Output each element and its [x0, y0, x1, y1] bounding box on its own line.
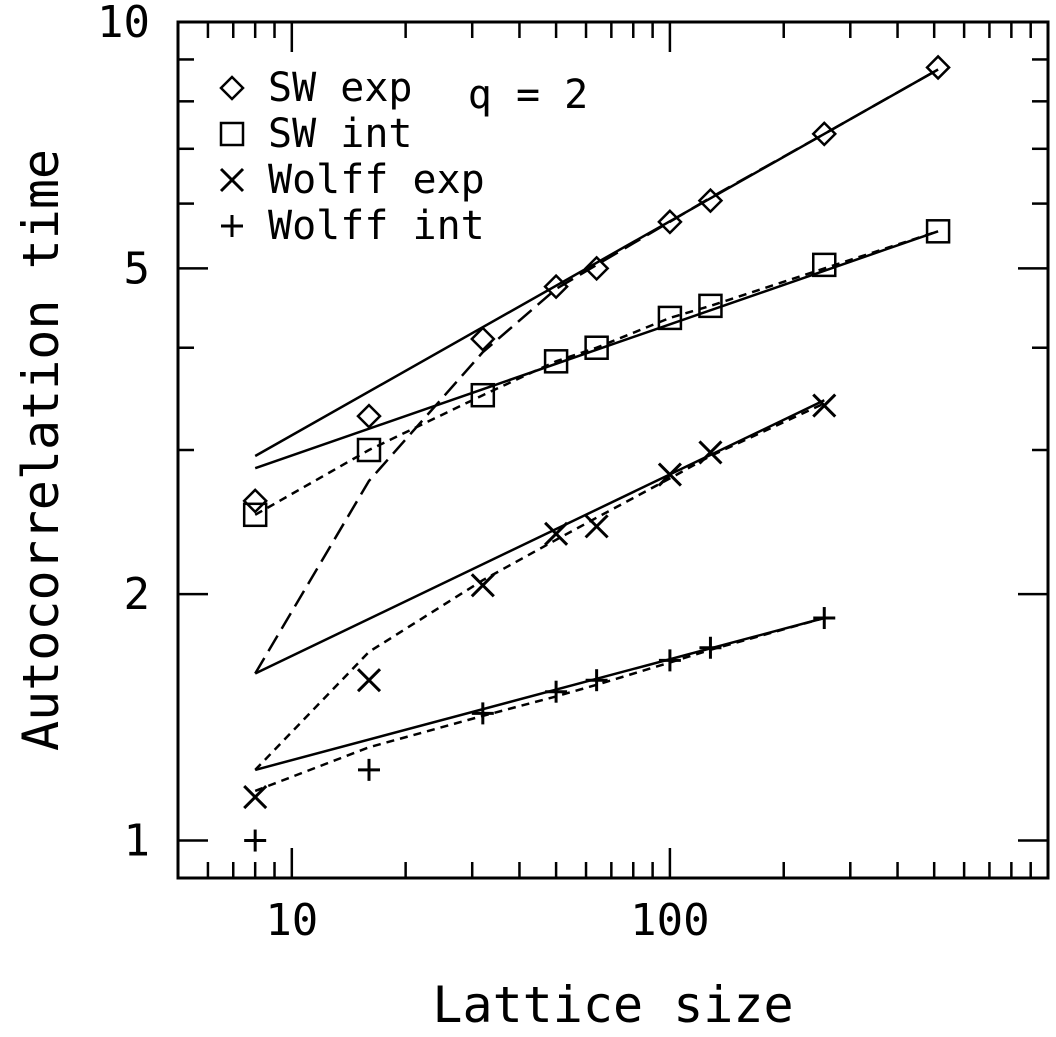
legend-label-sw-exp: SW exp — [268, 65, 413, 111]
sw-exp-point — [356, 403, 382, 429]
wolff-int-point — [585, 669, 608, 692]
y-axis-title: Autocorrelation time — [12, 149, 70, 751]
sw-int-point — [543, 349, 569, 374]
cross-stroke — [219, 167, 245, 193]
y-tick-label: 2 — [124, 569, 151, 620]
sw-exp-point — [543, 273, 569, 300]
cross-stroke — [584, 514, 609, 539]
wolff-exp-point — [544, 521, 569, 546]
sw-exp-solid-fit — [254, 68, 939, 458]
wolff-int-point — [357, 758, 380, 781]
wolff-exp-point — [657, 462, 682, 487]
wolff-exp-point — [356, 668, 382, 693]
y-tick-label: 10 — [97, 0, 150, 48]
legend-marker-wolff-int — [221, 215, 243, 237]
sw-int-point — [698, 293, 723, 319]
legend-marker-sw-exp — [219, 75, 245, 101]
legend-label-sw-int: SW int — [268, 111, 413, 157]
y-tick-label: 1 — [124, 816, 151, 867]
wolff-exp-solid-fit — [254, 399, 825, 675]
legend-label-wolff-int: Wolff int — [268, 203, 485, 249]
sw-exp-point — [657, 209, 683, 235]
wolff-exp-dashed-fit — [254, 402, 825, 771]
axis-ticks — [176, 20, 1048, 880]
sw-exp-point — [697, 187, 724, 214]
wolff-int-point — [699, 636, 722, 659]
sw-exp-point — [925, 54, 951, 81]
cross-stroke — [657, 462, 682, 487]
sw-exp-point — [242, 488, 268, 514]
y-tick-label: 5 — [124, 243, 151, 294]
x-axis-title: Lattice size — [432, 976, 793, 1034]
sw-exp-point — [811, 121, 838, 147]
sw-int-point — [925, 219, 951, 244]
sw-exp-point — [583, 255, 610, 282]
legend-marker-sw-int — [219, 121, 245, 147]
data-points — [242, 54, 951, 852]
wolff-int-point — [471, 702, 494, 725]
wolff-exp-point — [812, 393, 837, 418]
wolff-int-point — [813, 607, 836, 630]
wolff-int-point — [545, 680, 568, 703]
legend-marker-wolff-exp — [219, 167, 245, 193]
sw-int-point — [812, 252, 837, 278]
cross-stroke — [470, 573, 495, 598]
cross-stroke — [356, 668, 382, 693]
wolff-exp-point — [470, 573, 495, 598]
cross-stroke — [243, 785, 268, 810]
x-tick-label: 100 — [630, 895, 709, 946]
cross-stroke — [698, 440, 723, 465]
cross-stroke — [544, 521, 569, 546]
wolff-int-point — [658, 649, 681, 672]
legend-label-wolff-exp: Wolff exp — [268, 157, 485, 203]
wolff-exp-point — [698, 440, 723, 465]
sw-int-point — [356, 437, 382, 463]
wolff-int-point — [244, 829, 267, 852]
wolff-exp-point — [584, 514, 609, 539]
sw-int-point — [470, 382, 496, 408]
sw-exp-point — [470, 326, 496, 352]
sw-int-point — [242, 502, 268, 528]
q-annotation: q = 2 — [468, 72, 588, 118]
wolff-int-dashed-fit — [254, 616, 825, 793]
wolff-exp-point — [243, 785, 268, 810]
cross-stroke — [812, 393, 837, 418]
wolff-int-solid-fit — [254, 616, 825, 772]
sw-int-point — [657, 305, 683, 331]
sw-int-point — [584, 335, 609, 360]
tick-labels: 10 100 1 2 5 10 — [97, 0, 710, 946]
x-tick-label: 10 — [265, 895, 318, 946]
sw-int-dashed-fit — [254, 230, 939, 516]
